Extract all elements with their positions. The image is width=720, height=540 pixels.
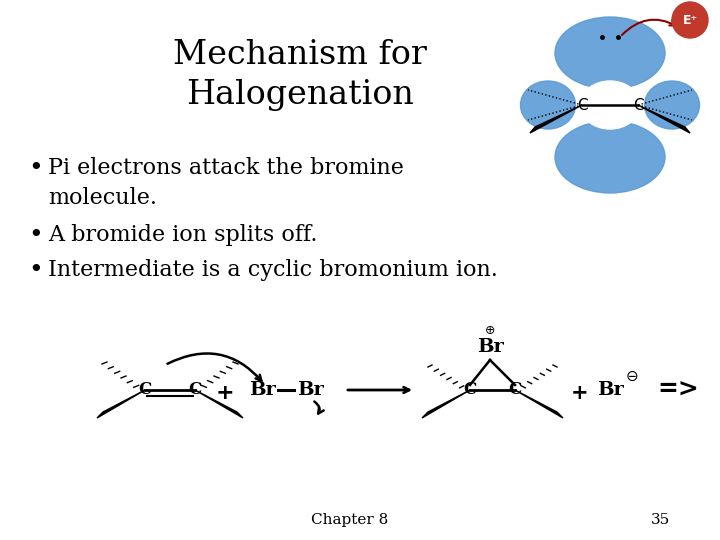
Ellipse shape xyxy=(580,81,640,129)
Text: Br: Br xyxy=(248,381,276,399)
Ellipse shape xyxy=(644,81,700,129)
Text: molecule.: molecule. xyxy=(48,187,157,209)
Polygon shape xyxy=(195,390,243,418)
Text: C: C xyxy=(633,98,643,112)
Polygon shape xyxy=(422,390,470,418)
Text: •: • xyxy=(28,156,42,180)
Text: C: C xyxy=(508,381,521,399)
Text: E⁺: E⁺ xyxy=(683,14,698,26)
Text: Pi electrons attack the bromine: Pi electrons attack the bromine xyxy=(48,157,404,179)
Text: Intermediate is a cyclic bromonium ion.: Intermediate is a cyclic bromonium ion. xyxy=(48,259,498,281)
Text: C: C xyxy=(189,381,202,399)
Ellipse shape xyxy=(521,81,575,129)
Text: ⊕: ⊕ xyxy=(485,323,495,336)
Text: +: + xyxy=(571,383,589,403)
Text: Br: Br xyxy=(297,381,323,399)
Polygon shape xyxy=(638,105,690,133)
Text: =>: => xyxy=(657,378,699,402)
Text: Br: Br xyxy=(597,381,624,399)
Text: 35: 35 xyxy=(650,513,670,527)
Ellipse shape xyxy=(555,121,665,193)
Text: Chapter 8: Chapter 8 xyxy=(311,513,389,527)
Text: +: + xyxy=(216,383,234,403)
Circle shape xyxy=(672,2,708,38)
Ellipse shape xyxy=(555,17,665,89)
Polygon shape xyxy=(530,105,582,133)
Text: C: C xyxy=(577,98,588,112)
Text: A bromide ion splits off.: A bromide ion splits off. xyxy=(48,224,318,246)
Text: Mechanism for: Mechanism for xyxy=(173,39,427,71)
Polygon shape xyxy=(515,390,563,418)
Polygon shape xyxy=(97,390,145,418)
Text: C: C xyxy=(464,381,477,399)
Text: Br: Br xyxy=(477,338,503,356)
Text: •: • xyxy=(28,223,42,247)
Text: •: • xyxy=(28,258,42,282)
Text: Halogenation: Halogenation xyxy=(186,79,414,111)
Text: ⊖: ⊖ xyxy=(626,368,639,383)
Text: C: C xyxy=(138,381,152,399)
